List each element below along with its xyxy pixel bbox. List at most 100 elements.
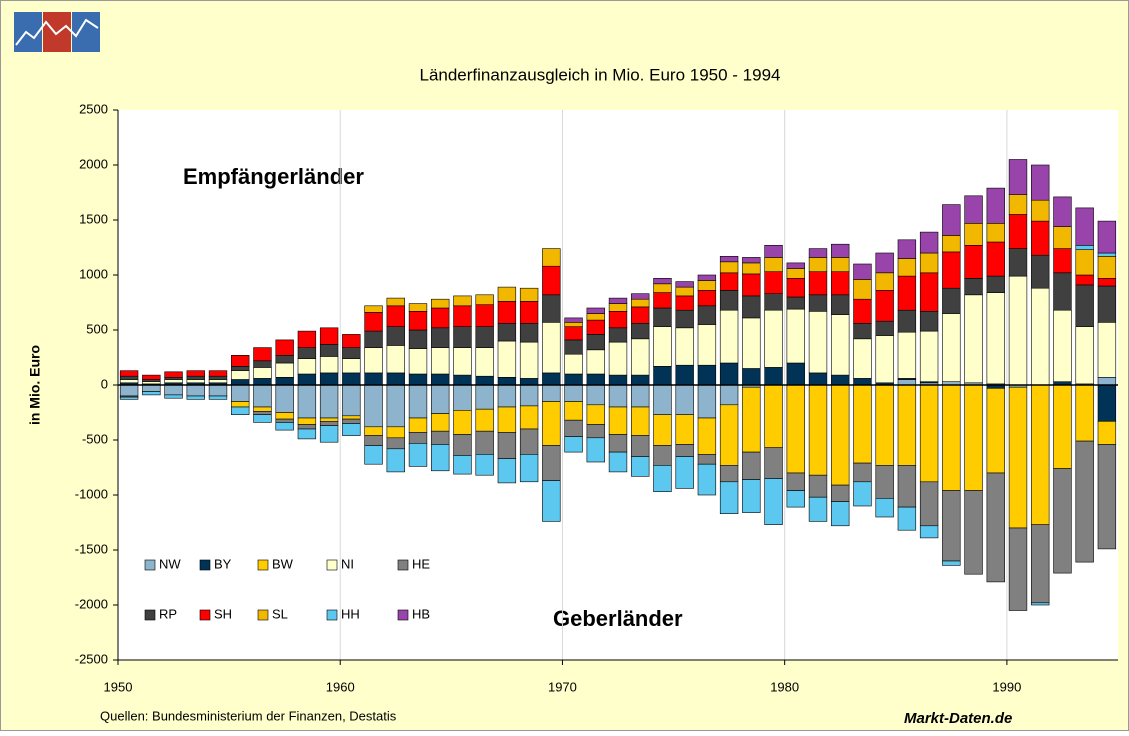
bar [786,308,805,364]
bar [1075,249,1094,276]
legend-swatch [199,609,211,621]
bar [164,371,183,378]
bar [297,428,317,440]
bar [253,347,272,362]
legend-swatch [257,609,269,621]
bar [631,306,650,324]
bar [742,451,761,480]
bar [564,321,583,327]
bar [519,405,539,430]
bar [1075,284,1094,327]
bar [1031,254,1050,289]
bar [342,358,361,374]
bar [675,444,694,457]
chart-title: Länderfinanzausgleich in Mio. Euro 1950 … [419,65,780,84]
bar [542,294,561,323]
bar [986,387,1005,474]
bar [786,472,805,491]
bar [808,310,828,374]
bar [1075,245,1094,251]
bar [919,231,939,254]
bar [653,384,672,416]
bar [853,338,872,379]
bar [519,323,539,343]
bar [453,374,472,386]
bar [631,293,650,300]
bar [142,379,161,382]
bar [386,426,405,439]
y-tick-label: -2000 [75,596,108,611]
bar [142,384,161,392]
bar [1031,287,1050,386]
bar [564,339,583,355]
bar [431,430,450,445]
bar [1097,220,1117,254]
bar [897,309,917,333]
bar [897,275,917,311]
bar [697,290,717,307]
bar [542,384,561,402]
bar [764,447,783,479]
bar [586,437,605,463]
bar [1097,444,1117,550]
legend-label: BY [214,556,232,571]
bar [764,384,783,449]
bar [786,277,805,298]
bar [831,257,850,272]
bar [253,360,272,368]
bar [786,262,805,269]
bar [942,560,961,566]
bar [697,324,717,366]
bar [208,395,228,400]
bar [764,257,783,272]
bar [408,310,428,331]
bar [675,286,694,297]
bar [1097,321,1117,378]
bar [475,375,494,386]
bar [342,418,361,424]
bar [475,326,494,348]
bar [608,327,628,343]
bar [853,462,872,483]
bar [1053,196,1072,227]
bar [386,326,405,346]
bar [119,396,139,400]
bar [786,296,805,310]
bar [631,338,650,376]
bar [453,455,472,475]
bar [1031,524,1050,604]
bar [564,326,583,341]
bar [586,373,605,386]
bar [986,241,1005,277]
bar [608,374,628,386]
bar [1097,252,1117,257]
bar [208,375,228,380]
bar [364,384,383,428]
bar [231,406,250,415]
bar [942,384,961,491]
bar [364,330,383,348]
bar [1053,248,1072,274]
bar [853,378,872,386]
bar [542,401,561,446]
y-tick-label: -1000 [75,486,108,501]
bar [475,294,494,305]
bar [1008,194,1028,215]
bar [1097,277,1117,287]
bar [564,419,583,438]
bar [297,347,317,359]
bar [631,456,650,477]
bar [275,362,294,378]
bar [519,378,539,386]
bar [1075,384,1094,442]
bar [697,280,717,291]
bar [475,304,494,328]
bar [653,326,672,367]
bar [742,273,761,297]
bar [564,401,583,421]
bar [786,490,805,508]
bar [497,458,517,484]
bar [408,431,428,444]
bar [1097,384,1117,422]
bar [297,424,317,430]
